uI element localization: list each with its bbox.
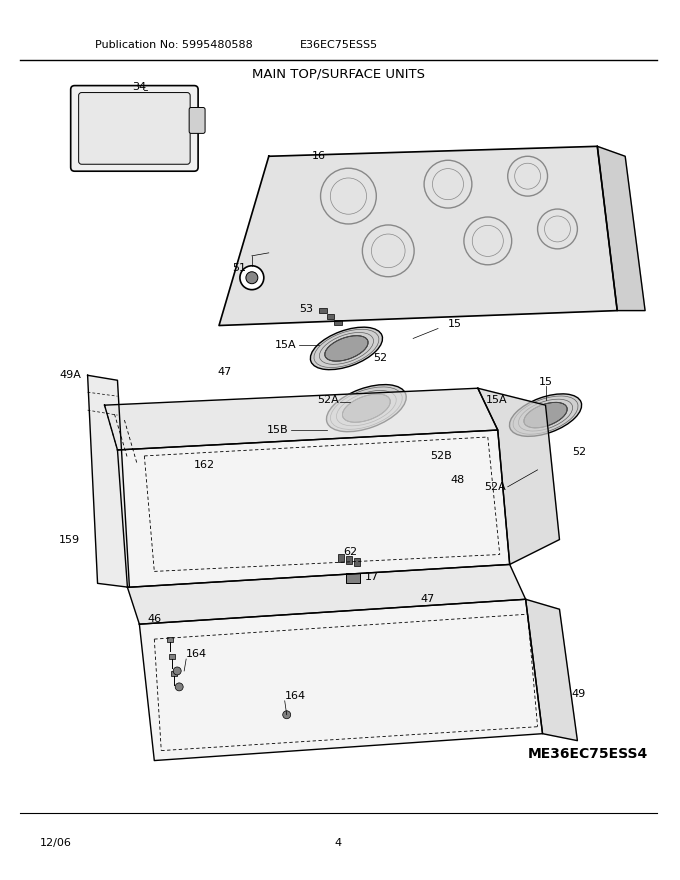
Polygon shape [118,430,510,587]
Circle shape [246,272,258,283]
Polygon shape [219,146,617,326]
Polygon shape [526,599,577,741]
Text: E36EC75ESS5: E36EC75ESS5 [299,40,377,50]
FancyBboxPatch shape [79,92,190,165]
Circle shape [173,667,181,675]
Ellipse shape [524,402,567,428]
Text: 49A: 49A [60,370,82,380]
Text: 15A: 15A [275,341,296,350]
Bar [326,313,335,319]
Text: 52: 52 [573,447,587,457]
Text: 4: 4 [335,838,342,848]
Text: 62: 62 [343,547,358,558]
Text: 17: 17 [364,572,379,583]
Bar [171,671,177,676]
Bar [335,319,343,325]
Text: 15A: 15A [486,395,508,405]
Text: 47: 47 [420,594,435,605]
Circle shape [283,711,290,719]
Text: 51: 51 [232,263,246,273]
Bar [167,637,173,642]
Text: 47: 47 [217,367,231,378]
Text: 48: 48 [450,475,464,485]
Text: 34: 34 [133,82,146,92]
Circle shape [240,266,264,290]
Polygon shape [478,388,560,564]
Bar [346,574,360,583]
Circle shape [175,683,183,691]
Text: 159: 159 [58,534,80,545]
Text: 52A: 52A [317,395,339,405]
Text: 53: 53 [300,304,313,313]
Text: 162: 162 [194,460,216,470]
Bar [346,556,352,564]
Text: 15: 15 [539,378,553,387]
Text: MAIN TOP/SURFACE UNITS: MAIN TOP/SURFACE UNITS [252,67,425,80]
FancyBboxPatch shape [71,85,198,172]
Bar [169,654,175,659]
Polygon shape [105,388,498,450]
Text: 15: 15 [448,319,462,328]
Text: ME36EC75ESS4: ME36EC75ESS4 [528,746,648,760]
FancyBboxPatch shape [189,107,205,134]
Text: 164: 164 [285,691,306,700]
Text: 46: 46 [148,614,161,624]
Polygon shape [127,564,526,624]
Text: 52B: 52B [430,451,452,461]
Polygon shape [139,599,543,760]
Polygon shape [597,146,645,311]
Ellipse shape [509,394,581,436]
Text: 15B: 15B [267,425,289,435]
Bar [318,308,326,312]
Ellipse shape [343,394,390,422]
Text: 49: 49 [571,689,585,699]
Text: 12/06: 12/06 [40,838,71,848]
Ellipse shape [310,327,383,370]
Bar [354,559,360,567]
Ellipse shape [326,385,406,432]
Text: 52: 52 [373,354,388,363]
Text: 16: 16 [311,151,326,161]
Polygon shape [88,375,129,587]
Text: 52A: 52A [484,481,506,492]
Bar [339,554,345,562]
Text: 164: 164 [186,649,207,659]
Text: Publication No: 5995480588: Publication No: 5995480588 [95,40,252,50]
Ellipse shape [325,335,368,361]
